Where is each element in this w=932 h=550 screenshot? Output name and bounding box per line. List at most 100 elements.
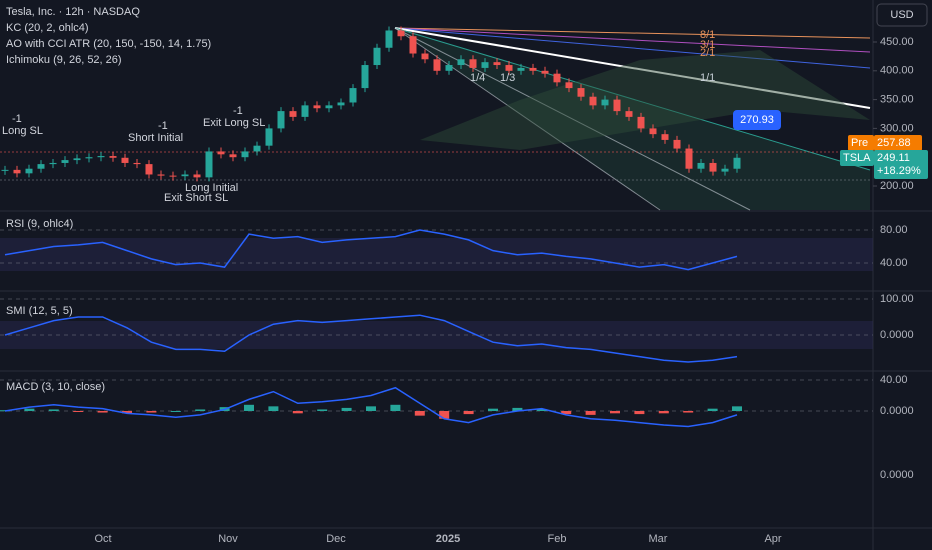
last-price-bg bbox=[874, 150, 928, 166]
candle bbox=[445, 65, 453, 71]
macd-histogram-bar bbox=[585, 411, 596, 415]
candle bbox=[529, 67, 537, 71]
time-label: Apr bbox=[764, 533, 781, 545]
change: +18.29% bbox=[877, 165, 921, 177]
candle bbox=[481, 62, 489, 68]
candle bbox=[673, 139, 681, 149]
candle bbox=[1, 169, 9, 171]
rsi-tick-label: 80.00 bbox=[880, 224, 908, 236]
macd-histogram-bar bbox=[634, 411, 645, 415]
macd-histogram-bar bbox=[658, 411, 669, 414]
candle bbox=[337, 102, 345, 106]
fib-label: 2/1 bbox=[700, 47, 715, 59]
candle bbox=[265, 128, 273, 146]
candle bbox=[685, 148, 693, 169]
macd-histogram-bar bbox=[292, 411, 303, 414]
fib-label: 1/4 bbox=[470, 72, 485, 84]
currency[interactable]: USD bbox=[890, 9, 913, 21]
macd-histogram-bar bbox=[195, 409, 206, 411]
candle bbox=[289, 111, 297, 117]
macd-extra-label: 0.0000 bbox=[880, 469, 914, 481]
candle bbox=[553, 73, 561, 83]
time-label: 2025 bbox=[436, 533, 460, 545]
candle bbox=[613, 99, 621, 112]
candle bbox=[649, 128, 657, 135]
macd-histogram-bar bbox=[268, 406, 279, 411]
trade-annotation: Exit Short SL bbox=[164, 192, 228, 204]
macd-line bbox=[4, 386, 738, 428]
symbol-tag: TSLA bbox=[843, 152, 871, 164]
macd-histogram-bar bbox=[170, 411, 181, 412]
candle bbox=[97, 156, 105, 158]
alert-bg bbox=[733, 110, 781, 130]
time-label: Oct bbox=[94, 533, 111, 545]
candle bbox=[313, 105, 321, 109]
candle bbox=[157, 174, 165, 176]
indicator-ao: AO with CCI ATR (20, 150, -150, 14, 1.75… bbox=[6, 38, 211, 50]
macd-histogram-bar bbox=[488, 408, 498, 411]
price-tick-label: 300.00 bbox=[880, 122, 914, 134]
pre-label: Pre bbox=[851, 137, 868, 149]
smi-tick-label: 100.00 bbox=[880, 293, 914, 305]
candle bbox=[361, 65, 369, 89]
candle bbox=[121, 157, 129, 163]
symbol-title: Tesla, Inc. · 12h · NASDAQ bbox=[6, 6, 140, 18]
macd-histogram-bar bbox=[24, 408, 35, 411]
candle bbox=[169, 175, 177, 177]
macd-tick-label: 0.0000 bbox=[880, 405, 914, 417]
candle bbox=[241, 151, 249, 158]
macd-histogram-bar bbox=[561, 411, 572, 415]
candle bbox=[133, 162, 141, 165]
trade-annotation: Long Initial bbox=[185, 182, 238, 194]
candle bbox=[733, 157, 741, 169]
candle bbox=[637, 116, 645, 129]
candle bbox=[541, 70, 549, 74]
candle bbox=[181, 174, 189, 177]
candle bbox=[385, 30, 393, 48]
candle bbox=[721, 168, 729, 172]
indicator-ichimoku: Ichimoku (9, 26, 52, 26) bbox=[6, 54, 122, 66]
rsi-line bbox=[4, 229, 738, 271]
candle bbox=[37, 164, 45, 169]
candle bbox=[205, 151, 213, 178]
fib-label: 8/1 bbox=[700, 29, 715, 41]
currency-button[interactable] bbox=[876, 3, 928, 27]
candle bbox=[145, 164, 153, 175]
drawings bbox=[0, 27, 871, 211]
trade-annotation: Long SL bbox=[2, 125, 43, 137]
candle bbox=[277, 111, 285, 129]
candle bbox=[25, 168, 33, 174]
smi-line bbox=[4, 314, 738, 363]
candle bbox=[13, 169, 21, 174]
candle bbox=[193, 174, 201, 178]
change-bg bbox=[874, 163, 928, 179]
macd-title: MACD (3, 10, close) bbox=[6, 381, 105, 393]
alert-price: 270.93 bbox=[740, 114, 774, 126]
macd-histogram-bar bbox=[122, 411, 132, 414]
macd-histogram-bar bbox=[97, 411, 108, 413]
candle bbox=[433, 59, 441, 71]
macd-histogram-bar bbox=[73, 411, 84, 412]
price-tick-label: 200.00 bbox=[880, 180, 914, 192]
trade-annotation: Exit Long SL bbox=[203, 117, 265, 129]
candle bbox=[217, 151, 225, 155]
macd-histogram-bar bbox=[683, 411, 694, 413]
candle bbox=[85, 157, 93, 159]
candle bbox=[577, 88, 585, 97]
macd-histogram-bar bbox=[512, 407, 523, 411]
candle bbox=[349, 88, 357, 103]
candle bbox=[493, 62, 501, 66]
last-price: 249.11 bbox=[877, 152, 910, 164]
smi-tick-label: 0.0000 bbox=[880, 329, 914, 341]
indicator-kc: KC (20, 2, ohlc4) bbox=[6, 22, 89, 34]
candle bbox=[505, 65, 513, 71]
time-label: Mar bbox=[649, 533, 668, 545]
candle bbox=[373, 47, 381, 66]
candle bbox=[109, 156, 117, 158]
macd-histogram-bar bbox=[366, 406, 376, 411]
price-tick-label: 450.00 bbox=[880, 36, 914, 48]
macd-histogram-bar bbox=[341, 407, 352, 411]
macd-histogram-bar bbox=[317, 409, 328, 411]
candle bbox=[409, 36, 417, 54]
